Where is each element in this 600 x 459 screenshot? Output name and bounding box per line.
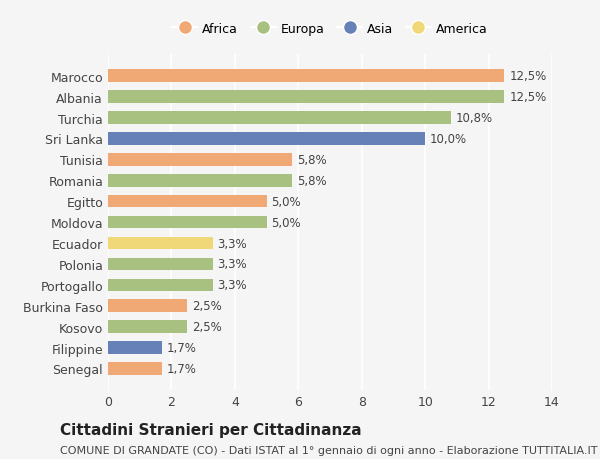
Text: 5,8%: 5,8% xyxy=(296,174,326,187)
Bar xyxy=(108,300,187,312)
Text: 3,3%: 3,3% xyxy=(217,258,247,271)
Bar xyxy=(108,258,212,271)
Legend: Africa, Europa, Asia, America: Africa, Europa, Asia, America xyxy=(167,18,493,41)
Bar xyxy=(108,91,505,104)
Text: 3,3%: 3,3% xyxy=(217,237,247,250)
Text: COMUNE DI GRANDATE (CO) - Dati ISTAT al 1° gennaio di ogni anno - Elaborazione T: COMUNE DI GRANDATE (CO) - Dati ISTAT al … xyxy=(60,445,598,455)
Text: 1,7%: 1,7% xyxy=(167,362,197,375)
Bar xyxy=(108,70,505,83)
Text: 5,0%: 5,0% xyxy=(271,195,301,208)
Bar xyxy=(108,279,212,291)
Text: Cittadini Stranieri per Cittadinanza: Cittadini Stranieri per Cittadinanza xyxy=(60,422,362,437)
Bar xyxy=(108,154,292,166)
Text: 12,5%: 12,5% xyxy=(509,91,547,104)
Text: 5,8%: 5,8% xyxy=(296,154,326,167)
Bar xyxy=(108,216,266,229)
Text: 2,5%: 2,5% xyxy=(192,320,222,333)
Bar xyxy=(108,363,162,375)
Text: 10,0%: 10,0% xyxy=(430,133,467,146)
Bar xyxy=(108,341,162,354)
Text: 1,7%: 1,7% xyxy=(167,341,197,354)
Bar xyxy=(108,196,266,208)
Bar xyxy=(108,321,187,333)
Bar xyxy=(108,112,451,124)
Text: 12,5%: 12,5% xyxy=(509,70,547,83)
Bar xyxy=(108,133,425,146)
Bar xyxy=(108,237,212,250)
Text: 10,8%: 10,8% xyxy=(455,112,493,125)
Text: 2,5%: 2,5% xyxy=(192,300,222,313)
Text: 5,0%: 5,0% xyxy=(271,216,301,229)
Bar xyxy=(108,174,292,187)
Text: 3,3%: 3,3% xyxy=(217,279,247,291)
